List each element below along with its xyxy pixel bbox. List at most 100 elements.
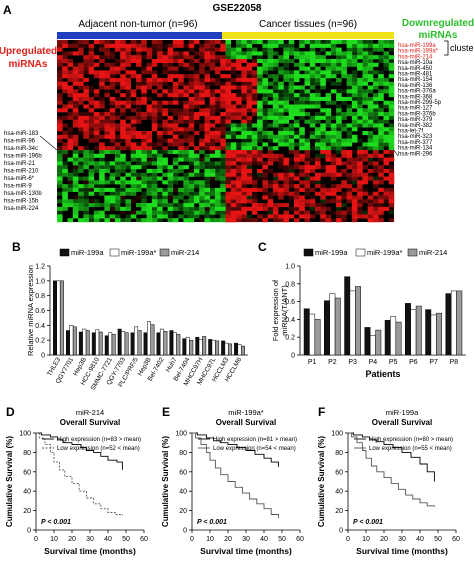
heatmap-cell — [199, 157, 205, 162]
heatmap-cell — [341, 168, 347, 174]
heatmap-cell — [114, 203, 121, 208]
heatmap-cell — [304, 55, 311, 60]
heatmap-cell — [57, 191, 63, 196]
heatmap-cell — [241, 104, 247, 109]
heatmap-cell — [257, 203, 263, 208]
heatmap-cell — [320, 165, 326, 170]
heatmap-cell — [178, 149, 184, 155]
heatmap-cell — [162, 89, 168, 94]
heatmap-cell — [272, 134, 279, 139]
heatmap-cell — [109, 165, 116, 170]
heatmap-cell — [135, 149, 142, 155]
heatmap-cell — [278, 191, 284, 196]
heatmap-cell — [283, 58, 289, 64]
heatmap-cell — [93, 153, 100, 158]
heatmap-cell — [320, 172, 326, 177]
downregulated-label-line2: miRNAs — [419, 30, 458, 41]
heatmap-cell — [278, 81, 284, 86]
x-tick-label: 40 — [104, 536, 112, 543]
heatmap-cell — [236, 43, 242, 48]
heatmap-cell — [367, 40, 374, 45]
heatmap-cell — [336, 66, 342, 71]
heatmap-cell — [293, 51, 300, 56]
heatmap-cell — [135, 119, 142, 124]
heatmap-cell — [357, 199, 363, 204]
heatmap-cell — [272, 40, 279, 45]
legend-swatch — [109, 248, 120, 257]
heatmap-cell — [315, 70, 321, 75]
heatmap-cell — [230, 142, 237, 147]
heatmap-cell — [225, 184, 232, 189]
heatmap-cell — [78, 74, 84, 79]
heatmap-cell — [193, 96, 200, 101]
heatmap-cell — [172, 138, 179, 143]
heatmap-cell — [67, 142, 74, 147]
bar — [108, 332, 113, 356]
heatmap-cell — [336, 142, 342, 147]
heatmap-cell — [67, 199, 74, 204]
heatmap-cell — [188, 85, 195, 90]
right-mirna-label: hsa-miR-134 — [398, 146, 433, 152]
y-tick-label: 0.2 — [285, 335, 295, 342]
heatmap-cell — [278, 119, 284, 124]
heatmap-cell — [336, 214, 342, 219]
heatmap-cell — [188, 180, 195, 185]
heatmap-cell — [172, 203, 179, 208]
heatmap-cell — [214, 81, 221, 86]
heatmap-cell — [57, 85, 63, 90]
heatmap-cell — [378, 112, 384, 117]
heatmap-cell — [346, 51, 353, 56]
heatmap-cell — [209, 112, 216, 117]
heatmap-cell — [209, 195, 216, 200]
bar — [384, 320, 391, 356]
heatmap-cell — [183, 74, 189, 79]
heatmap-cell — [99, 187, 105, 192]
heatmap-cell — [230, 51, 237, 56]
heatmap-cell — [288, 93, 295, 98]
heatmap-cell — [204, 81, 211, 86]
heatmap-cell — [367, 77, 374, 83]
heatmap-cell — [167, 142, 174, 147]
heatmap-cell — [109, 146, 116, 151]
heatmap-cell — [299, 127, 305, 132]
heatmap-cell — [346, 89, 353, 94]
heatmap-cell — [157, 58, 163, 64]
heatmap-cell — [114, 180, 121, 185]
heatmap-cell — [157, 176, 163, 181]
heatmap-cell — [204, 187, 211, 192]
heatmap-cell — [357, 43, 363, 48]
heatmap-cell — [383, 55, 390, 60]
heatmap-cell — [99, 104, 105, 109]
heatmap-cell — [157, 199, 163, 204]
heatmap-cell — [236, 51, 242, 56]
heatmap-cell — [267, 51, 274, 56]
heatmap-cell — [183, 100, 189, 105]
heatmap-cell — [230, 100, 237, 105]
heatmap-cell — [57, 47, 63, 52]
heatmap-cell — [288, 127, 295, 132]
heatmap-cell — [330, 176, 337, 181]
heatmap-cell — [146, 112, 153, 117]
heatmap-cell — [293, 119, 300, 124]
heatmap-cell — [246, 172, 253, 177]
heatmap-cell — [141, 138, 147, 143]
heatmap-cell — [209, 199, 216, 204]
heatmap-cell — [309, 77, 316, 83]
heatmap-cell — [209, 47, 216, 52]
heatmap-cell — [120, 153, 126, 158]
heatmap-cell — [341, 138, 347, 143]
heatmap-cell — [346, 62, 353, 67]
right-mirna-label: hsa-miR-299-5p — [398, 100, 442, 106]
heatmap-cell — [383, 157, 390, 162]
heatmap-cell — [57, 199, 63, 204]
heatmap-cell — [336, 184, 342, 189]
heatmap-cell — [357, 104, 363, 109]
heatmap-cell — [193, 112, 200, 117]
heatmap-cell — [204, 161, 211, 166]
heatmap-cell — [278, 112, 284, 117]
heatmap-cell — [93, 93, 100, 98]
heatmap-cell — [72, 51, 79, 56]
heatmap-cell — [304, 70, 311, 75]
heatmap-cell — [367, 214, 374, 219]
heatmap-cell — [241, 168, 247, 174]
